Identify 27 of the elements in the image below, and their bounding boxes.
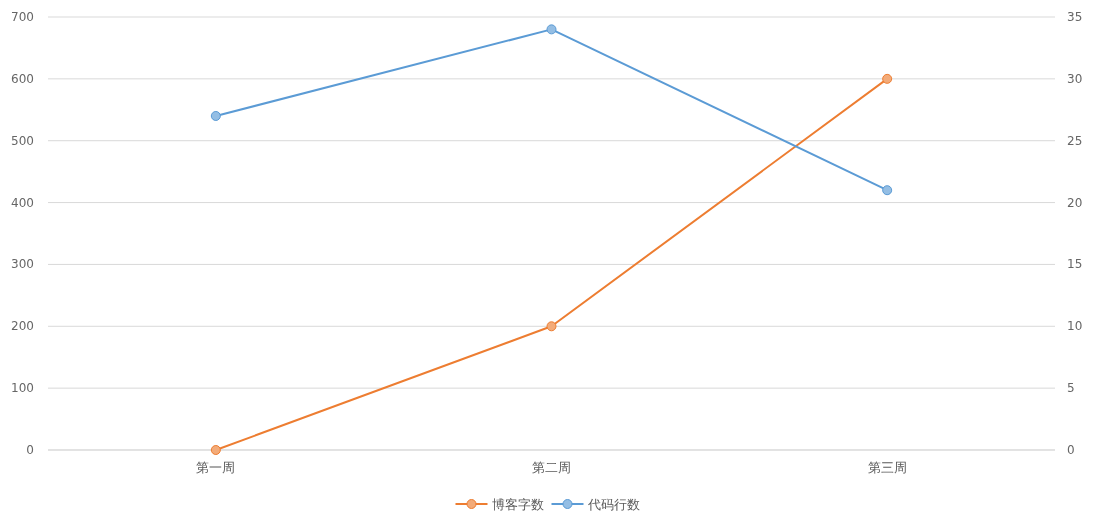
y2-tick-label: 0 (1067, 443, 1075, 457)
x-tick-label: 第二周 (532, 460, 571, 475)
legend-label: 博客字数 (491, 497, 544, 512)
legend-label: 代码行数 (586, 497, 640, 512)
y2-tick-label: 30 (1067, 71, 1083, 86)
point (546, 321, 557, 332)
y-tick-label: 700 (11, 10, 34, 24)
y2-tick-label: 35 (1067, 10, 1083, 24)
y-tick-label: 200 (11, 319, 34, 334)
y2-tick-label: 20 (1067, 195, 1083, 210)
y2-tick-label: 25 (1067, 133, 1083, 148)
point (882, 185, 893, 196)
x-tick-label: 第三周 (867, 460, 907, 475)
x-tick-label: 第一周 (196, 460, 236, 475)
y-tick-label: 300 (11, 257, 34, 272)
y-tick-label: 500 (11, 133, 34, 148)
point (210, 445, 221, 455)
point (546, 24, 557, 35)
y2-tick-label: 10 (1067, 319, 1083, 334)
y2-tick-label: 15 (1067, 257, 1083, 272)
y-tick-label: 100 (11, 381, 34, 396)
point (882, 73, 893, 84)
y-tick-label: 400 (11, 195, 34, 210)
y-tick-label: 600 (11, 71, 34, 86)
y-tick-label: 0 (26, 443, 34, 457)
point (210, 110, 221, 121)
y2-tick-label: 5 (1067, 381, 1075, 396)
